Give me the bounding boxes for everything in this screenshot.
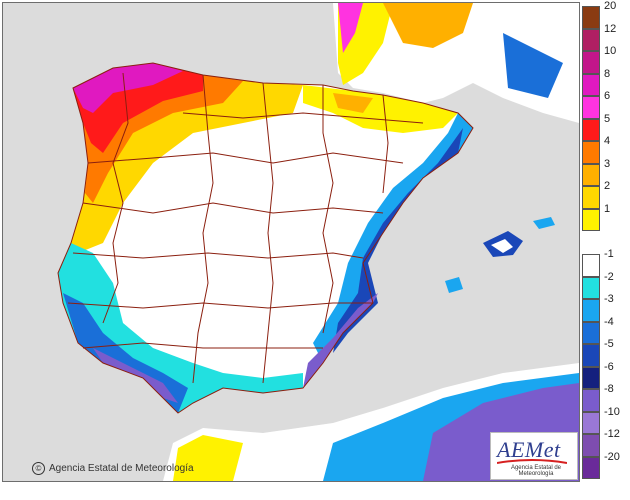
menorca-island — [533, 217, 555, 229]
scale-label: -1 — [604, 248, 614, 260]
france-land — [333, 3, 579, 123]
scale-label: 8 — [604, 67, 611, 80]
scale-label: -4 — [604, 315, 614, 328]
northeast-orange-zone — [333, 93, 373, 113]
logo-swoosh-icon — [497, 459, 567, 464]
scale-label: -20 — [604, 450, 620, 463]
east-coast-deep-cold-zone — [333, 128, 463, 353]
scale-cell--12 — [582, 434, 600, 457]
logo-subtitle: Agencia Estatal de Meteorología — [510, 465, 562, 477]
scale-cell--8 — [582, 389, 600, 412]
scale-cell--20 — [582, 456, 600, 479]
scale-cell-8 — [582, 73, 600, 96]
scale-label: -2 — [604, 270, 614, 283]
logo-name: AEMet — [497, 437, 561, 462]
scale-label: -6 — [604, 360, 614, 373]
scale-cell-20 — [582, 6, 600, 29]
scale-label: 5 — [604, 112, 611, 125]
aemet-logo: AEMet Agencia Estatal de Meteorología — [490, 432, 578, 480]
scale-label: 12 — [604, 22, 617, 35]
scale-label: 20 — [604, 0, 617, 12]
scale-label: -10 — [604, 405, 620, 418]
copyright-notice: © Agencia Estatal de Meteorología — [32, 462, 194, 475]
scale-cell-10 — [582, 51, 600, 74]
scale-cell--2 — [582, 276, 600, 299]
scale-cell-3 — [582, 163, 600, 186]
scale-label: 2 — [604, 180, 611, 192]
ibiza-island — [445, 277, 463, 293]
scale-cell--1 — [582, 254, 600, 277]
map-svg — [3, 3, 579, 481]
province-borders — [57, 62, 474, 414]
scale-label: -5 — [604, 338, 614, 350]
france-orange-zone — [383, 3, 473, 48]
weather-map — [2, 2, 580, 482]
france-cold-zone — [503, 33, 563, 98]
mallorca-core — [491, 239, 513, 253]
southwest-cyan-zone — [58, 243, 303, 413]
scale-cell--3 — [582, 299, 600, 322]
scale-label: 6 — [604, 90, 611, 102]
scale-cell--6 — [582, 366, 600, 389]
scale-cell-12 — [582, 28, 600, 51]
temperature-scale: 20 12 10 8 6 5 4 3 2 1 -1 -2 -3 -4 -5 -6 -8 -10 -12 -20 — [582, 1, 626, 480]
scale-label: 10 — [604, 45, 617, 57]
scale-cell--5 — [582, 344, 600, 367]
southwest-purple-zone — [93, 348, 178, 403]
scale-label: 4 — [604, 135, 611, 147]
scale-cell-5 — [582, 118, 600, 141]
scale-cell-1 — [582, 208, 600, 231]
scale-label: -8 — [604, 383, 614, 395]
scale-cell-6 — [582, 96, 600, 119]
africa-yellow-zone — [173, 435, 243, 481]
france-hot-zone — [338, 3, 363, 53]
scale-cell--4 — [582, 321, 600, 344]
scale-cell--10 — [582, 411, 600, 434]
scale-label: 3 — [604, 157, 611, 170]
copyright-icon: © — [32, 462, 45, 475]
scale-label: -12 — [604, 428, 620, 440]
copyright-text: Agencia Estatal de Meteorología — [49, 463, 194, 474]
scale-label: -3 — [604, 293, 614, 305]
scale-cell-4 — [582, 141, 600, 164]
scale-cell-2 — [582, 186, 600, 209]
northwest-magenta-zone — [73, 63, 183, 113]
scale-label: 1 — [604, 202, 611, 215]
